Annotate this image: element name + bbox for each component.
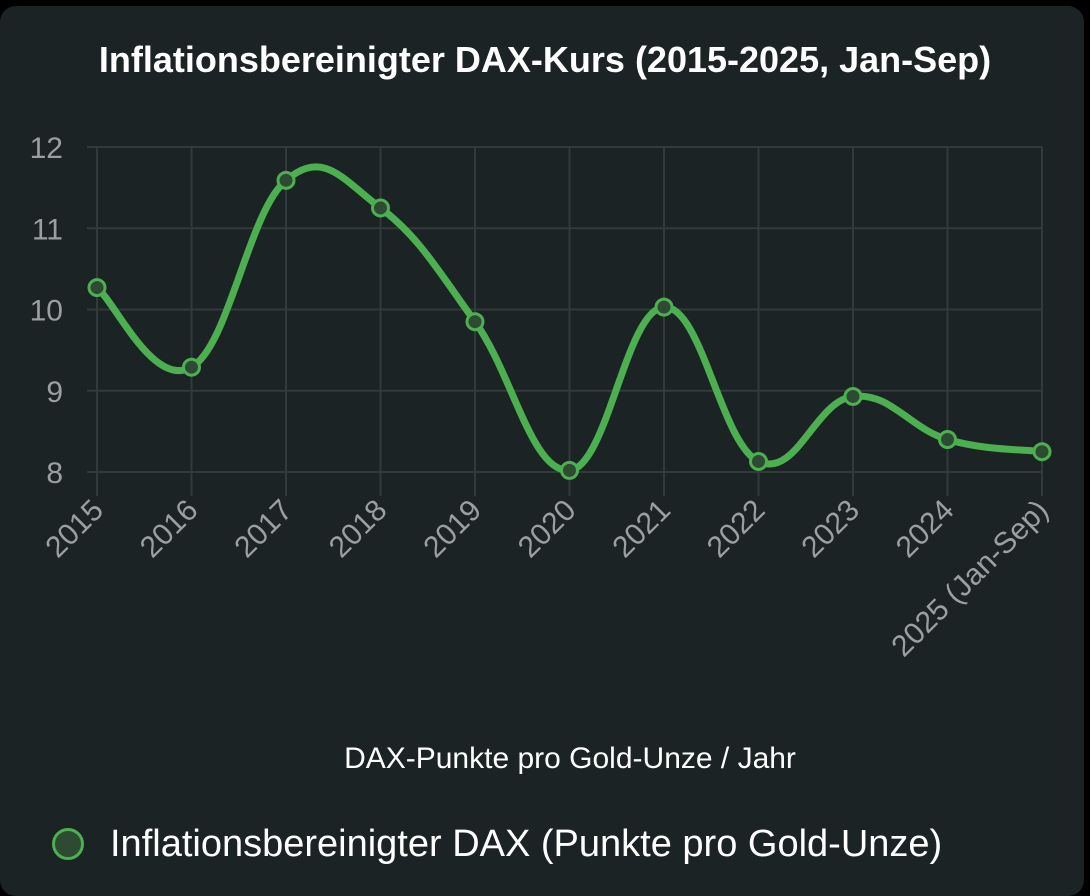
legend[interactable]: Inflationsbereinigter DAX (Punkte pro Go… bbox=[52, 818, 942, 870]
grid-lines bbox=[87, 146, 1043, 496]
x-tick-label: 2024 bbox=[890, 494, 961, 565]
data-point[interactable] bbox=[371, 198, 390, 218]
data-point[interactable] bbox=[560, 460, 579, 480]
x-tick-label: 2020 bbox=[512, 494, 583, 565]
x-tick-label: 2023 bbox=[795, 494, 866, 565]
y-axis-ticks: 8 9 10 11 12 bbox=[30, 132, 63, 490]
data-point[interactable] bbox=[654, 297, 674, 317]
data-point[interactable] bbox=[276, 170, 296, 190]
y-tick-label: 9 bbox=[46, 376, 63, 409]
x-tick-label: 2015 bbox=[39, 494, 110, 565]
legend-label: Inflationsbereinigter DAX (Punkte pro Go… bbox=[110, 822, 943, 865]
x-tick-label: 2021 bbox=[606, 494, 677, 565]
x-axis-label: DAX-Punkte pro Gold-Unze / Jahr bbox=[344, 742, 796, 775]
data-point[interactable] bbox=[182, 357, 201, 377]
data-point[interactable] bbox=[1032, 442, 1052, 462]
x-tick-label: 2017 bbox=[228, 494, 299, 565]
data-point[interactable] bbox=[465, 312, 485, 332]
chart-title: Inflationsbereinigter DAX-Kurs (2015-202… bbox=[98, 39, 992, 80]
y-tick-label: 8 bbox=[46, 457, 63, 490]
x-tick-label: 2018 bbox=[323, 494, 394, 565]
y-tick-label: 12 bbox=[30, 132, 63, 165]
data-point[interactable] bbox=[87, 278, 107, 298]
x-tick-label: 2022 bbox=[701, 494, 772, 565]
y-tick-label: 10 bbox=[30, 295, 63, 328]
legend-marker-icon bbox=[52, 828, 84, 860]
data-point[interactable] bbox=[843, 386, 863, 406]
y-tick-label: 11 bbox=[32, 213, 63, 246]
data-points bbox=[87, 170, 1052, 480]
x-tick-label: 2016 bbox=[134, 494, 205, 565]
data-point[interactable] bbox=[749, 451, 768, 471]
x-tick-label: 2019 bbox=[417, 494, 488, 565]
data-point[interactable] bbox=[938, 430, 957, 449]
x-axis-ticks: 2015 2016 2017 2018 2019 2020 2021 2022 2023 2024… bbox=[39, 494, 1055, 664]
